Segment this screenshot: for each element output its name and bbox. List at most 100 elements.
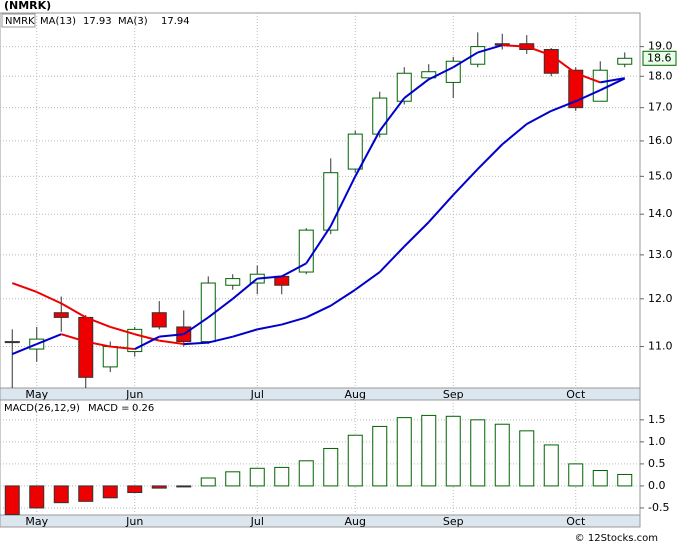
- x-tick-label: Oct: [566, 515, 586, 528]
- x-tick-label: May: [25, 388, 48, 401]
- ma-line-segment: [599, 77, 626, 92]
- ma-line-segment: [36, 291, 62, 305]
- ma-line-segment: [305, 304, 332, 319]
- macd-bar: [347, 434, 363, 487]
- y-tick-label: 12.0: [648, 292, 673, 305]
- candle-body: [200, 282, 216, 343]
- ma-line-segment: [354, 130, 381, 177]
- macd-bar: [29, 485, 45, 509]
- macd-bar: [396, 417, 412, 487]
- candle-body: [225, 278, 241, 286]
- ma-line-segment: [60, 302, 87, 319]
- macd-bar: [53, 485, 69, 504]
- ma-line-segment: [159, 339, 184, 346]
- y-tick-label: 0.5: [648, 457, 666, 470]
- ma-line-segment: [550, 100, 577, 112]
- symbol: NMRK: [5, 16, 35, 27]
- macd-bar: [78, 485, 94, 502]
- x-tick-label: Jul: [250, 515, 264, 528]
- ma-line-segment: [526, 110, 552, 125]
- ma-line-segment: [329, 175, 357, 227]
- ma-line-segment: [378, 97, 406, 132]
- ma-line-segment: [159, 333, 184, 338]
- ma-line-segment: [575, 89, 601, 103]
- ma-line-segment: [379, 245, 405, 273]
- indicator-value: 0.26: [132, 403, 154, 414]
- indicator-name: MACD =: [88, 403, 130, 414]
- macd-bar: [176, 485, 192, 488]
- x-tick-label: Sep: [443, 388, 464, 401]
- macd-bar: [617, 473, 633, 487]
- candle-body: [4, 341, 20, 344]
- macd-bar: [298, 460, 314, 487]
- ma-line-segment: [281, 262, 307, 278]
- ma-line-segment: [110, 345, 135, 351]
- candle-body: [445, 60, 461, 83]
- candle-body: [617, 57, 633, 65]
- ma-line-segment: [526, 45, 552, 57]
- y-tick-label: 0.0: [648, 479, 666, 492]
- ma-line-segment: [232, 328, 258, 338]
- ma-line-segment: [257, 275, 282, 280]
- ma-line-segment: [600, 77, 625, 84]
- macd-bar: [568, 463, 584, 487]
- ma-line-segment: [36, 333, 62, 345]
- last-price: 18.6: [647, 51, 672, 64]
- macd-bar: [323, 447, 339, 487]
- ma-line-segment: [257, 323, 282, 331]
- candle-body: [53, 312, 69, 318]
- ma-line-segment: [452, 51, 479, 69]
- ma-line-segment: [477, 44, 503, 54]
- y-tick-label: 1.5: [648, 413, 666, 426]
- legend-value: 17.93: [83, 16, 112, 27]
- candle-body: [372, 97, 388, 135]
- ma-line-segment: [11, 343, 38, 356]
- candle-body: [323, 172, 339, 231]
- macd-bar: [151, 485, 167, 489]
- ma-line-segment: [11, 282, 38, 293]
- chart-title: (NMRK): [4, 0, 51, 12]
- ma-line-segment: [183, 316, 209, 336]
- y-tick-label: 16.0: [648, 134, 673, 147]
- legend-value: 17.94: [161, 16, 190, 27]
- x-tick-label: Aug: [345, 515, 366, 528]
- x-tick-label: Aug: [345, 388, 366, 401]
- y-tick-label: 13.0: [648, 248, 673, 261]
- ma-line-segment: [575, 72, 601, 84]
- ma-line-segment: [502, 44, 527, 48]
- ma-line-segment: [208, 335, 233, 344]
- ma-line-segment: [403, 78, 430, 99]
- macd-bar: [127, 485, 143, 494]
- y-tick-label: 19.0: [648, 40, 673, 53]
- ma-line-segment: [403, 221, 430, 248]
- ma-line-segment: [428, 194, 454, 223]
- x-tick-label: May: [25, 515, 48, 528]
- x-axis-strip: [0, 387, 641, 401]
- ma-line-segment: [330, 288, 356, 307]
- candle-body: [102, 346, 118, 368]
- macd-bar: [494, 423, 510, 487]
- ma-line-segment: [60, 333, 87, 343]
- y-tick-label: 18.0: [648, 69, 673, 82]
- macd-bar: [470, 419, 486, 487]
- x-tick-label: Jun: [125, 388, 143, 401]
- symbol-box: [1, 13, 36, 28]
- macd-bar: [519, 430, 535, 487]
- candle-body: [592, 69, 608, 102]
- ma-line-segment: [477, 143, 503, 170]
- indicator-title: MACD(26,12,9): [4, 403, 80, 414]
- footer: © 12Stocks.com: [575, 533, 658, 544]
- x-axis-strip: [0, 514, 641, 528]
- ma-line-segment: [501, 123, 528, 146]
- macd-bar: [4, 485, 20, 516]
- ma-line-segment: [85, 316, 111, 328]
- ma-line-segment: [109, 325, 136, 336]
- candle-body: [568, 69, 584, 109]
- macd-bar: [274, 466, 290, 487]
- macd-bar: [200, 477, 216, 487]
- ma-line-segment: [452, 168, 479, 196]
- legend-name: MA(3): [118, 16, 148, 27]
- last-price-box: [642, 50, 677, 66]
